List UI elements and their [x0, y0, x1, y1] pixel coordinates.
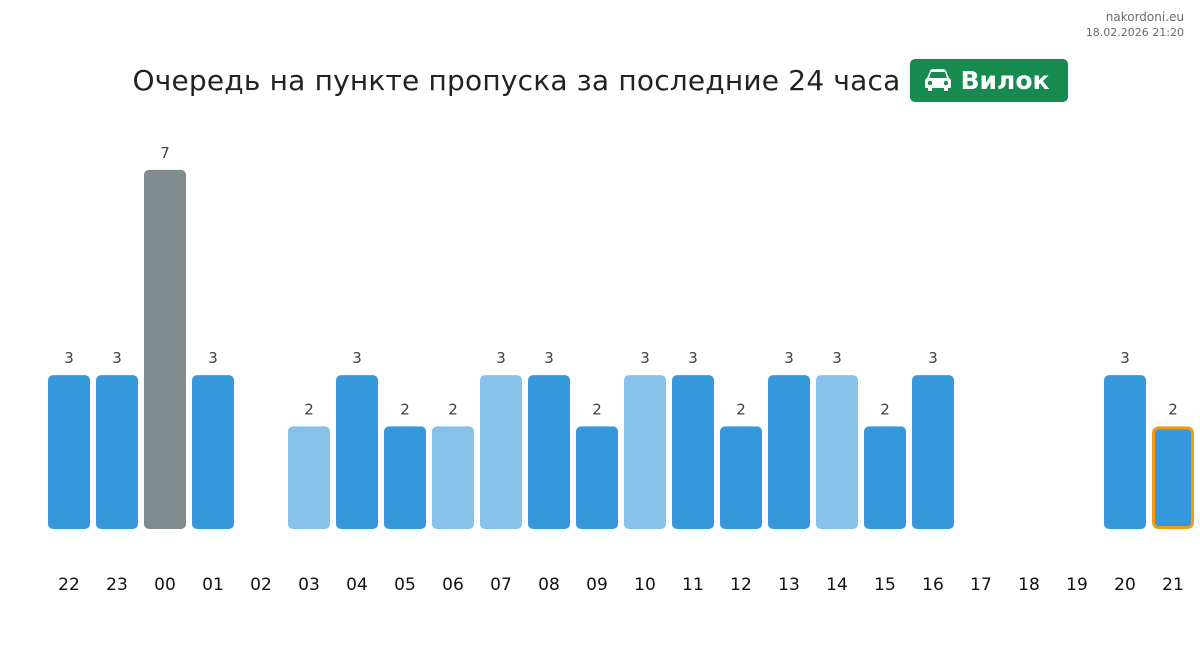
chart-header: Очередь на пункте пропуска за последние …	[0, 58, 1200, 102]
bar-20[interactable]	[1104, 375, 1146, 529]
bar-07[interactable]	[480, 375, 522, 529]
bar-value-16: 3	[928, 349, 938, 367]
bar-16[interactable]	[912, 375, 954, 529]
x-tick-10: 10	[634, 575, 656, 595]
bar-10[interactable]	[624, 375, 666, 529]
bar-22[interactable]	[48, 375, 90, 529]
bar-04[interactable]	[336, 375, 378, 529]
bar-value-23: 3	[112, 349, 122, 367]
page-title: Очередь на пункте пропуска за последние …	[132, 63, 901, 97]
x-tick-07: 07	[490, 575, 512, 595]
x-tick-16: 16	[922, 575, 944, 595]
x-tick-11: 11	[682, 575, 704, 595]
x-tick-04: 04	[346, 575, 368, 595]
bar-06[interactable]	[432, 426, 474, 529]
bar-value-07: 3	[496, 349, 506, 367]
car-icon	[924, 68, 952, 92]
x-tick-19: 19	[1066, 575, 1088, 595]
bar-value-15: 2	[880, 400, 890, 418]
x-tick-14: 14	[826, 575, 848, 595]
x-tick-02: 02	[250, 575, 272, 595]
bar-value-09: 2	[592, 400, 602, 418]
bar-12[interactable]	[720, 426, 762, 529]
site-name[interactable]: nakordoni.eu	[1105, 10, 1184, 24]
x-tick-13: 13	[778, 575, 800, 595]
bar-value-22: 3	[64, 349, 74, 367]
bar-value-05: 2	[400, 400, 410, 418]
timestamp: 18.02.2026 21:20	[1085, 26, 1184, 39]
bar-value-12: 2	[736, 400, 746, 418]
x-tick-12: 12	[730, 575, 752, 595]
bar-01[interactable]	[192, 375, 234, 529]
x-tick-17: 17	[970, 575, 992, 595]
checkpoint-badge[interactable]: Вилок	[910, 58, 1068, 102]
bar-09[interactable]	[576, 426, 618, 529]
bar-15[interactable]	[864, 426, 906, 529]
x-tick-00: 00	[154, 575, 176, 595]
x-tick-21: 21	[1162, 575, 1184, 595]
bar-value-01: 3	[208, 349, 218, 367]
bar-05[interactable]	[384, 426, 426, 529]
x-tick-09: 09	[586, 575, 608, 595]
brand-block: nakordoni.eu 18.02.2026 21:20	[1086, 9, 1184, 41]
bar-00[interactable]	[144, 169, 186, 529]
bar-value-06: 2	[448, 400, 458, 418]
x-tick-15: 15	[874, 575, 896, 595]
x-tick-22: 22	[58, 575, 80, 595]
x-tick-03: 03	[298, 575, 320, 595]
x-tick-01: 01	[202, 575, 224, 595]
x-tick-08: 08	[538, 575, 560, 595]
bar-value-21: 2	[1168, 400, 1178, 418]
checkpoint-name: Вилок	[960, 65, 1050, 95]
bar-03[interactable]	[288, 426, 330, 529]
bar-21[interactable]	[1152, 426, 1194, 529]
bar-value-20: 3	[1120, 349, 1130, 367]
bar-08[interactable]	[528, 375, 570, 529]
bar-11[interactable]	[672, 375, 714, 529]
bar-14[interactable]	[816, 375, 858, 529]
bar-value-14: 3	[832, 349, 842, 367]
x-tick-05: 05	[394, 575, 416, 595]
bar-value-08: 3	[544, 349, 554, 367]
bar-value-13: 3	[784, 349, 794, 367]
bar-value-10: 3	[640, 349, 650, 367]
bar-value-04: 3	[352, 349, 362, 367]
x-tick-23: 23	[106, 575, 128, 595]
bar-23[interactable]	[96, 375, 138, 529]
x-tick-18: 18	[1018, 575, 1040, 595]
x-tick-06: 06	[442, 575, 464, 595]
bar-13[interactable]	[768, 375, 810, 529]
bar-value-03: 2	[304, 400, 314, 418]
x-tick-20: 20	[1114, 575, 1136, 595]
bar-value-00: 7	[160, 144, 170, 162]
bar-value-11: 3	[688, 349, 698, 367]
